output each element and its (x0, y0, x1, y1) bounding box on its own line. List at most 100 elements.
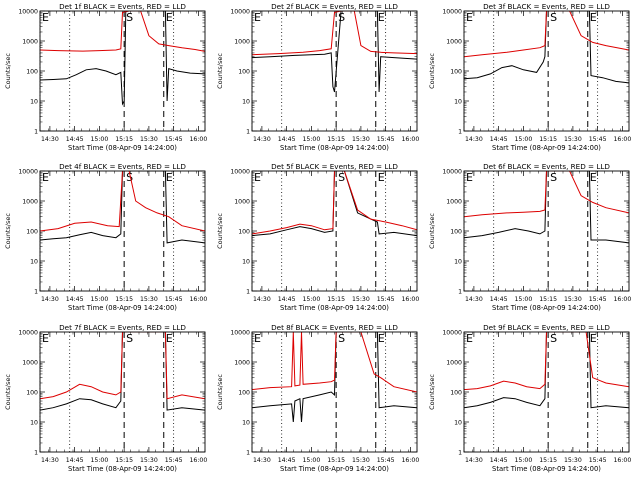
x-axis-label: Start Time (08-Apr-09 14:24:00) (280, 144, 389, 152)
marker-label: E (42, 332, 49, 345)
plot-frame (463, 170, 630, 292)
x-tick-label: 15:30 (564, 457, 582, 464)
x-tick-label: 14:30 (465, 296, 483, 303)
x-tick-label: 15:15 (539, 296, 557, 303)
x-tick-label: 16:00 (401, 136, 419, 143)
marker-label: S (338, 171, 345, 184)
y-tick-label: 1 (246, 288, 250, 295)
x-tick-label: 16:00 (613, 136, 631, 143)
x-tick-label: 14:45 (66, 136, 84, 143)
events-series-line (252, 332, 417, 423)
x-axis-label: Start Time (08-Apr-09 14:24:00) (492, 304, 601, 312)
x-axis-label: Start Time (08-Apr-09 14:24:00) (68, 144, 177, 152)
x-axis-label: Start Time (08-Apr-09 14:24:00) (280, 465, 389, 473)
panel-title: Det 5f BLACK = Events, RED = LLD (271, 162, 398, 171)
y-axis-label: Counts/sec (216, 53, 224, 89)
y-tick-label: 10 (30, 419, 38, 426)
marker-label: S (126, 332, 133, 345)
y-tick-label: 100 (238, 228, 250, 235)
plot-frame (251, 331, 418, 453)
x-axis-label: Start Time (08-Apr-09 14:24:00) (68, 304, 177, 312)
marker-label: S (126, 11, 133, 24)
marker-label: E (466, 11, 473, 24)
y-tick-label: 1000 (22, 38, 38, 45)
plot-frame (39, 10, 206, 132)
y-axis-label: Counts/sec (4, 53, 12, 89)
x-tick-label: 15:45 (165, 136, 183, 143)
y-tick-label: 10 (30, 258, 38, 265)
panel-title: Det 2f BLACK = Events, RED = LLD (271, 2, 398, 11)
x-tick-label: 14:45 (278, 296, 296, 303)
x-tick-label: 15:45 (589, 457, 607, 464)
marker-label: S (338, 11, 345, 24)
x-tick-label: 15:00 (90, 457, 108, 464)
events-series-line (252, 11, 417, 93)
marker-label: E (590, 171, 597, 184)
x-tick-label: 15:15 (327, 136, 345, 143)
y-tick-label: 10 (454, 258, 462, 265)
lld-series-line (40, 11, 205, 52)
y-tick-label: 1000 (446, 359, 462, 366)
x-tick-label: 14:30 (465, 457, 483, 464)
y-axis-label: Counts/sec (428, 53, 436, 89)
x-tick-label: 15:45 (165, 457, 183, 464)
x-tick-label: 15:15 (539, 136, 557, 143)
plot-frame (251, 10, 418, 132)
y-axis-label: Counts/sec (4, 374, 12, 410)
x-tick-label: 14:30 (253, 136, 271, 143)
y-axis-label: Counts/sec (216, 213, 224, 249)
y-tick-label: 1 (34, 128, 38, 135)
y-tick-label: 10 (454, 98, 462, 105)
x-tick-label: 16:00 (613, 296, 631, 303)
y-tick-label: 10 (242, 258, 250, 265)
lld-series-line (252, 11, 417, 56)
lld-series-line (464, 171, 629, 218)
y-tick-label: 10000 (18, 8, 38, 15)
y-tick-label: 100 (450, 389, 462, 396)
marker-label: S (126, 171, 133, 184)
detector-panel: Det 2f BLACK = Events, RED = LLD Counts/s… (216, 2, 419, 152)
plot-frame (251, 170, 418, 292)
y-tick-label: 10000 (442, 168, 462, 175)
y-axis-label: Counts/sec (428, 374, 436, 410)
x-tick-label: 15:00 (302, 457, 320, 464)
y-tick-label: 1000 (22, 198, 38, 205)
y-tick-label: 1 (34, 449, 38, 456)
x-tick-label: 14:30 (41, 136, 59, 143)
x-tick-label: 16:00 (401, 296, 419, 303)
y-tick-label: 10000 (230, 8, 250, 15)
x-tick-label: 14:45 (66, 296, 84, 303)
y-tick-label: 10000 (18, 329, 38, 336)
marker-label: E (166, 11, 173, 24)
x-tick-label: 15:00 (302, 136, 320, 143)
x-tick-label: 15:00 (514, 296, 532, 303)
x-tick-label: 15:30 (140, 296, 158, 303)
x-tick-label: 14:45 (278, 457, 296, 464)
marker-label: E (378, 11, 385, 24)
marker-label: E (254, 11, 261, 24)
events-series-line (252, 171, 417, 237)
lld-series-line (252, 332, 417, 393)
plot-frame (463, 331, 630, 453)
y-tick-label: 10000 (230, 329, 250, 336)
x-tick-label: 15:15 (115, 136, 133, 143)
panel-title: Det 3f BLACK = Events, RED = LLD (483, 2, 610, 11)
y-tick-label: 1 (34, 288, 38, 295)
events-series-line (40, 11, 205, 106)
detector-panel: Det 3f BLACK = Events, RED = LLD Counts/s… (428, 2, 631, 152)
x-tick-label: 15:15 (327, 457, 345, 464)
y-tick-label: 10000 (18, 168, 38, 175)
plot-frame (463, 10, 630, 132)
x-tick-label: 15:45 (165, 296, 183, 303)
x-tick-label: 16:00 (189, 136, 207, 143)
y-tick-label: 100 (238, 68, 250, 75)
panel-title: Det 1f BLACK = Events, RED = LLD (59, 2, 186, 11)
x-tick-label: 15:30 (352, 457, 370, 464)
y-tick-label: 100 (26, 228, 38, 235)
x-tick-label: 15:45 (377, 457, 395, 464)
marker-label: S (550, 332, 557, 345)
detector-panel: Det 8f BLACK = Events, RED = LLD Counts/s… (216, 323, 419, 473)
x-tick-label: 16:00 (613, 457, 631, 464)
y-tick-label: 1000 (234, 38, 250, 45)
plot-frame (39, 170, 206, 292)
